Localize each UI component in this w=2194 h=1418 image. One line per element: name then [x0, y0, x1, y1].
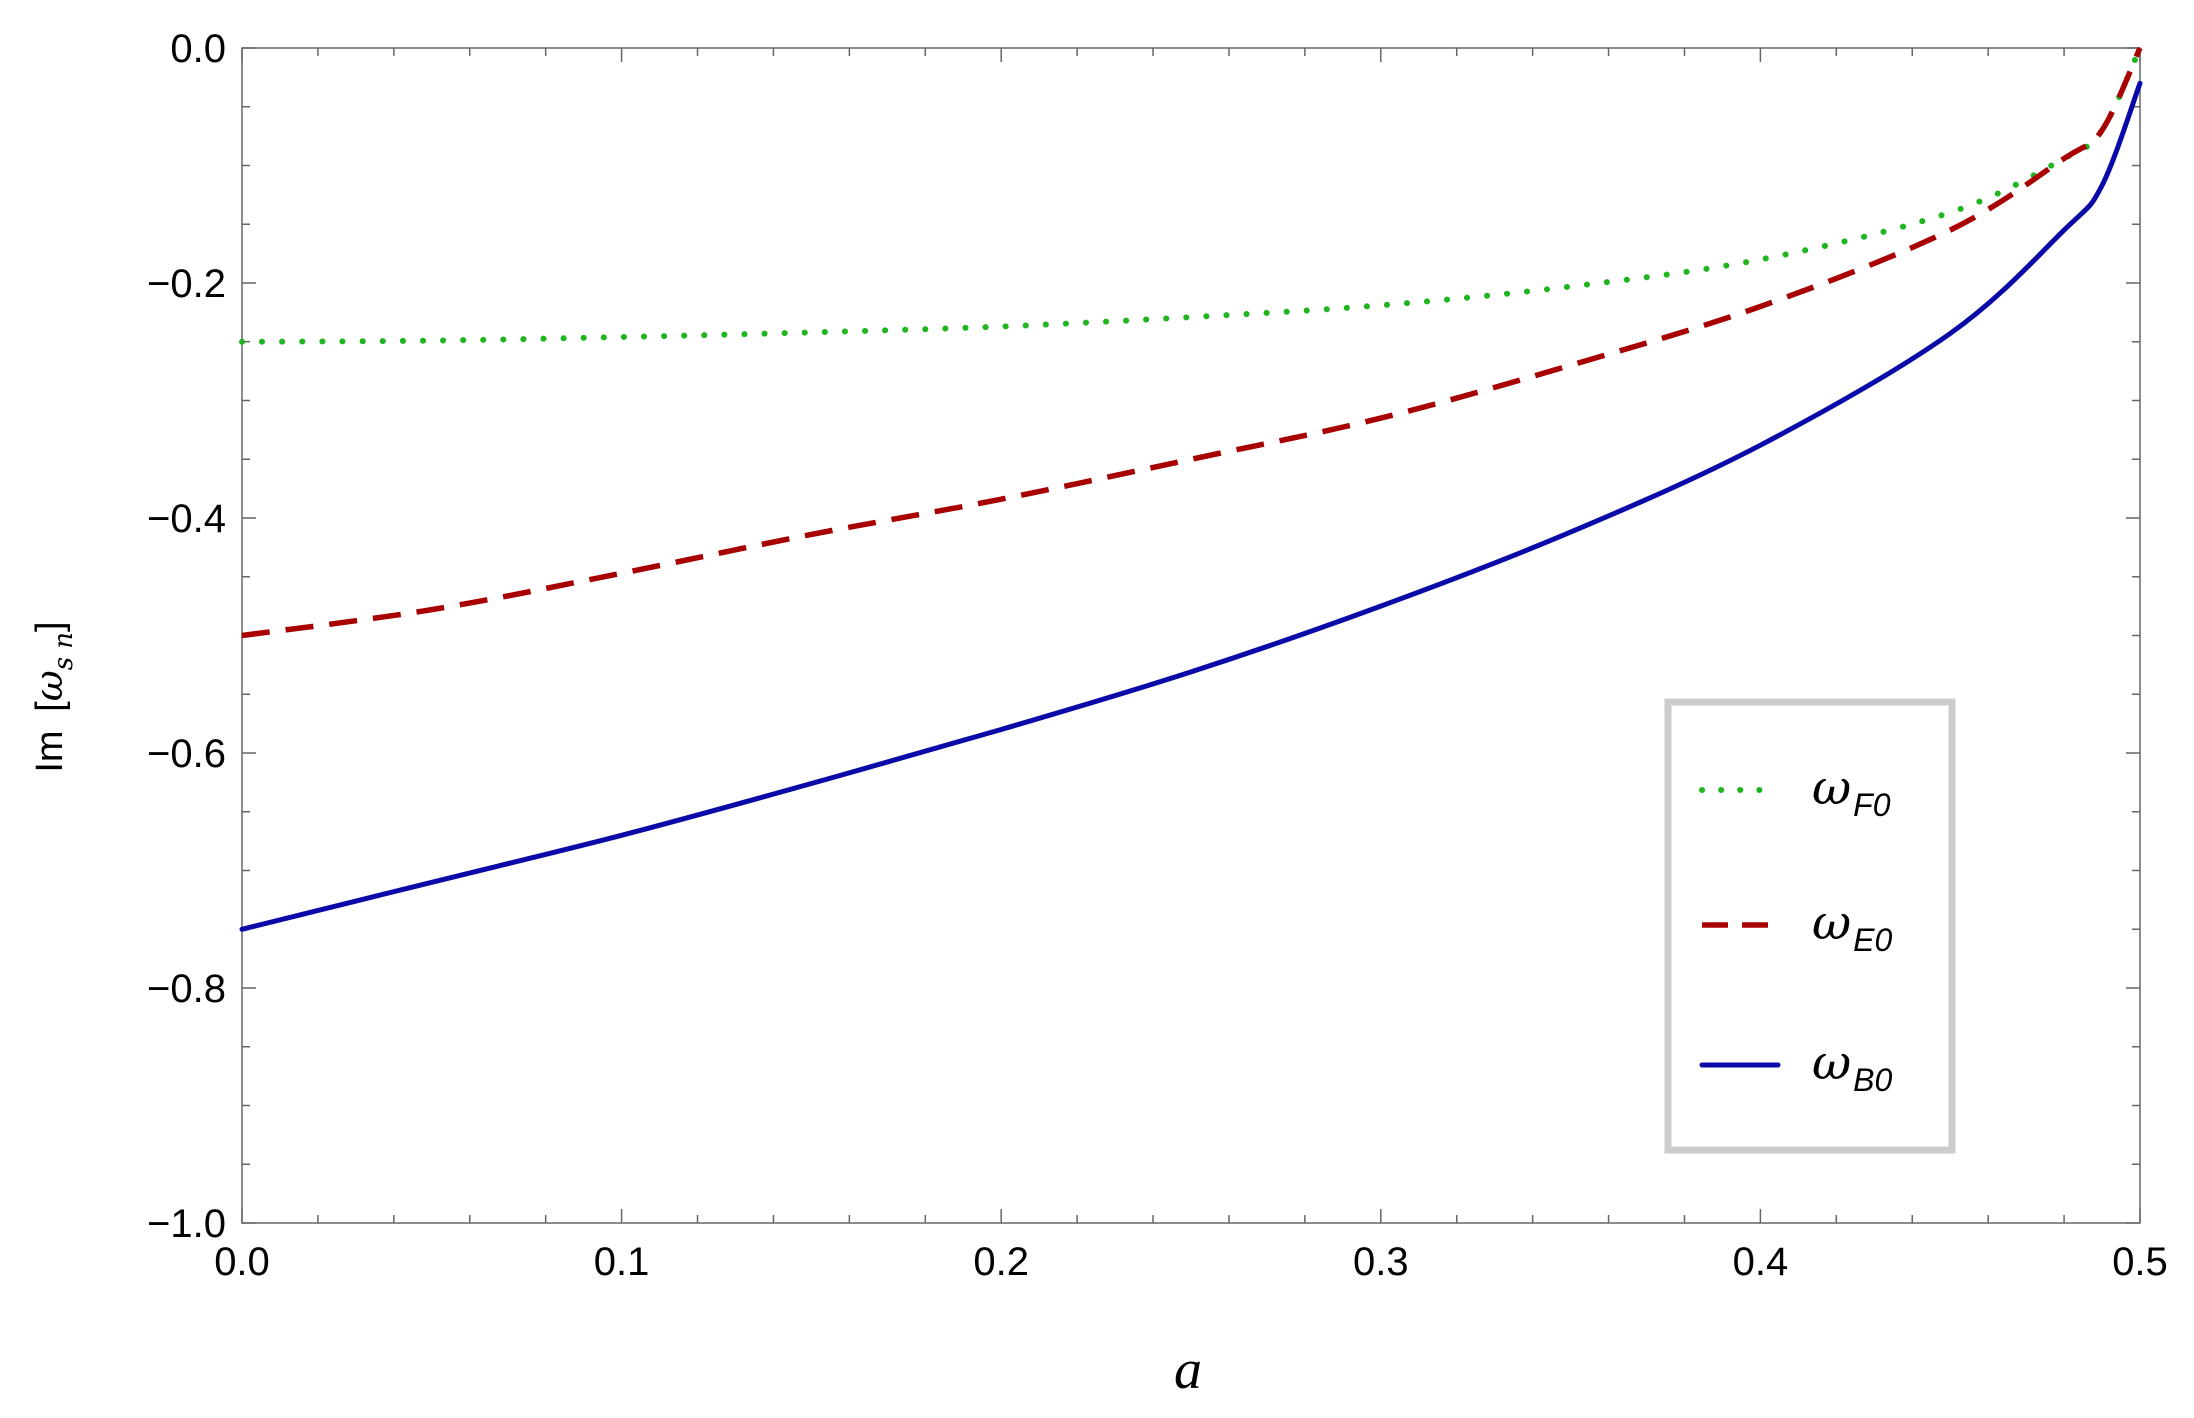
x-tick-label: 0.0 — [214, 1240, 270, 1284]
y-axis-title-symbol: ω — [27, 670, 71, 701]
y-tick-label: −0.2 — [147, 262, 226, 306]
plot-area — [239, 45, 2143, 1224]
y-axis-title: Im [ωs n] — [27, 621, 79, 772]
x-tick-label: 0.3 — [1353, 1240, 1409, 1284]
series-line-f0 — [239, 45, 2143, 345]
svg-text:Im [ωs n]: Im [ωs n] — [27, 621, 79, 772]
y-axis-title-subscript: s n — [49, 632, 79, 670]
y-axis-title-prefix: Im — [29, 730, 71, 772]
x-tick-label: 0.2 — [973, 1240, 1029, 1284]
major-ticks — [241, 47, 2141, 1224]
x-tick-labels: 0.0 0.1 0.2 0.3 0.4 0.5 — [214, 1240, 2168, 1284]
legend: ωF0 ωE0 ωB0 — [1664, 698, 1956, 1154]
y-tick-label: −0.6 — [147, 732, 226, 776]
legend-items: ωF0 ωE0 ωB0 — [1699, 760, 1892, 1098]
series-layer — [239, 45, 2143, 932]
y-tick-label: −0.4 — [147, 497, 226, 541]
y-tick-label: 0.0 — [170, 27, 226, 71]
y-tick-labels: 0.0 −0.2 −0.4 −0.6 −0.8 −1.0 — [147, 27, 226, 1246]
x-tick-label: 0.1 — [594, 1240, 650, 1284]
legend-label-e0: ωE0 — [1812, 895, 1892, 958]
y-tick-label: −1.0 — [147, 1202, 226, 1246]
x-tick-label: 0.4 — [1733, 1240, 1789, 1284]
y-tick-label: −0.8 — [147, 967, 226, 1011]
x-tick-label: 0.5 — [2112, 1240, 2168, 1284]
x-axis-title: a — [1174, 1339, 1202, 1401]
series-line-b0 — [239, 80, 2143, 932]
series-line-e0 — [241, 46, 2143, 639]
legend-label-f0: ωF0 — [1812, 760, 1891, 823]
legend-label-b0: ωB0 — [1812, 1035, 1892, 1098]
minor-ticks — [242, 48, 2140, 1223]
